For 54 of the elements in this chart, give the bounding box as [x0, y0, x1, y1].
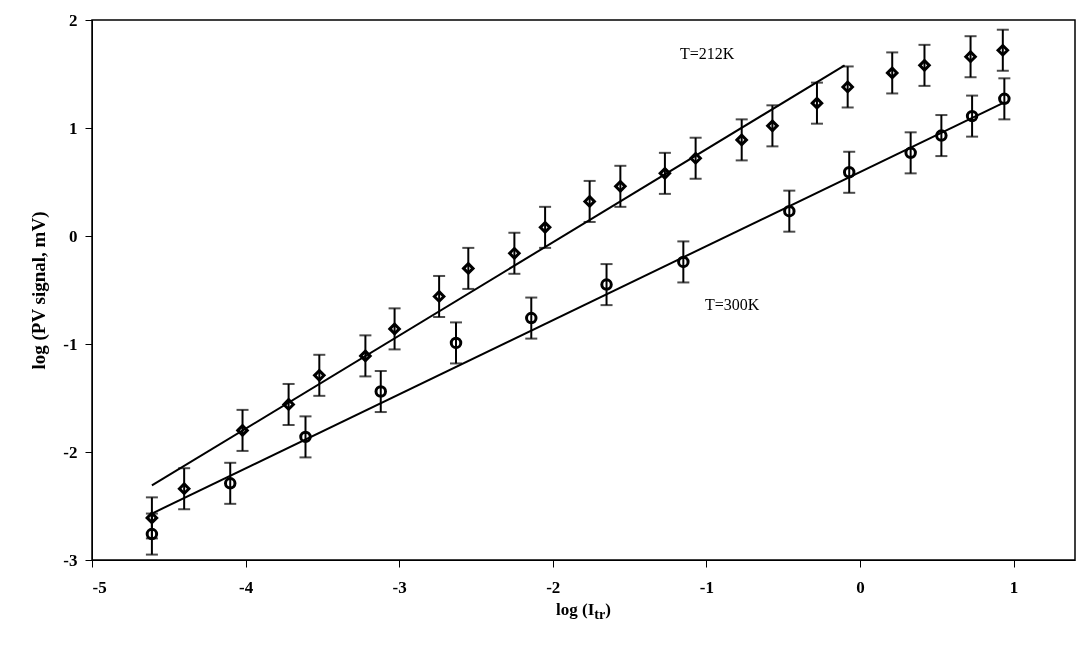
point [600, 278, 613, 291]
y-tick-label: -2 [63, 442, 78, 462]
y-tick-label: 2 [69, 10, 78, 30]
point [432, 290, 446, 303]
x-tick-label: -2 [546, 577, 561, 597]
point [998, 92, 1011, 106]
point [299, 430, 312, 444]
y-tick-label: 1 [69, 118, 78, 138]
point [904, 146, 917, 160]
point [462, 262, 475, 275]
point [359, 349, 372, 363]
point [935, 129, 948, 142]
y-axis-title: log (PV signal, mV) [28, 211, 51, 370]
point [388, 322, 401, 336]
point [177, 482, 191, 495]
annotation: T=212K [680, 45, 735, 63]
y-tick-label: -3 [63, 550, 78, 570]
point [236, 424, 249, 437]
annotation: T=300K [705, 296, 760, 314]
x-tick-label: 0 [856, 577, 865, 597]
point [525, 311, 538, 325]
point [374, 385, 387, 398]
x-tick-label: -5 [92, 577, 107, 597]
point [965, 109, 979, 123]
point [841, 80, 854, 94]
point [677, 255, 690, 269]
point [449, 336, 463, 350]
point [658, 167, 672, 180]
point [223, 477, 237, 490]
point [885, 66, 899, 80]
x-axis-title: log (I$_{tr}$) [555, 600, 612, 624]
y-tick-label: -1 [63, 334, 78, 354]
point [614, 180, 627, 193]
point [810, 96, 824, 110]
point [996, 44, 1010, 57]
point [964, 50, 977, 63]
point [689, 152, 702, 165]
point [282, 398, 295, 411]
point [145, 527, 159, 541]
x-tick-label: -4 [239, 577, 254, 597]
point [783, 204, 796, 218]
point [735, 133, 748, 147]
point [508, 247, 521, 260]
point [842, 166, 856, 179]
x-tick-label: -3 [392, 577, 407, 597]
point [583, 195, 596, 208]
point [766, 119, 779, 133]
x-tick-label: -1 [699, 577, 714, 597]
point [145, 511, 159, 525]
y-tick-label: 0 [69, 226, 78, 246]
point [313, 369, 326, 382]
x-tick-label: 1 [1009, 577, 1019, 597]
point [918, 59, 931, 72]
point [538, 221, 552, 234]
